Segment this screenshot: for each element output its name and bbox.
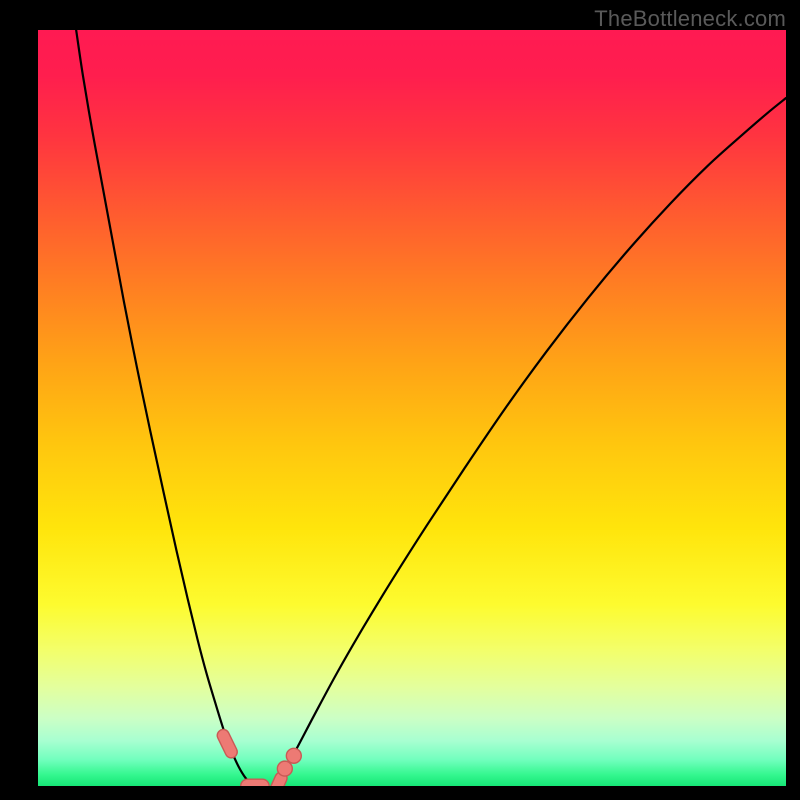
plot-background — [38, 30, 786, 786]
watermark-text: TheBottleneck.com — [594, 6, 786, 32]
marker-dot — [286, 748, 301, 763]
marker-dot — [277, 761, 292, 776]
chart-svg — [38, 30, 786, 786]
chart-frame: TheBottleneck.com — [0, 0, 800, 800]
plot-area — [38, 30, 786, 786]
marker-pill — [241, 779, 269, 786]
